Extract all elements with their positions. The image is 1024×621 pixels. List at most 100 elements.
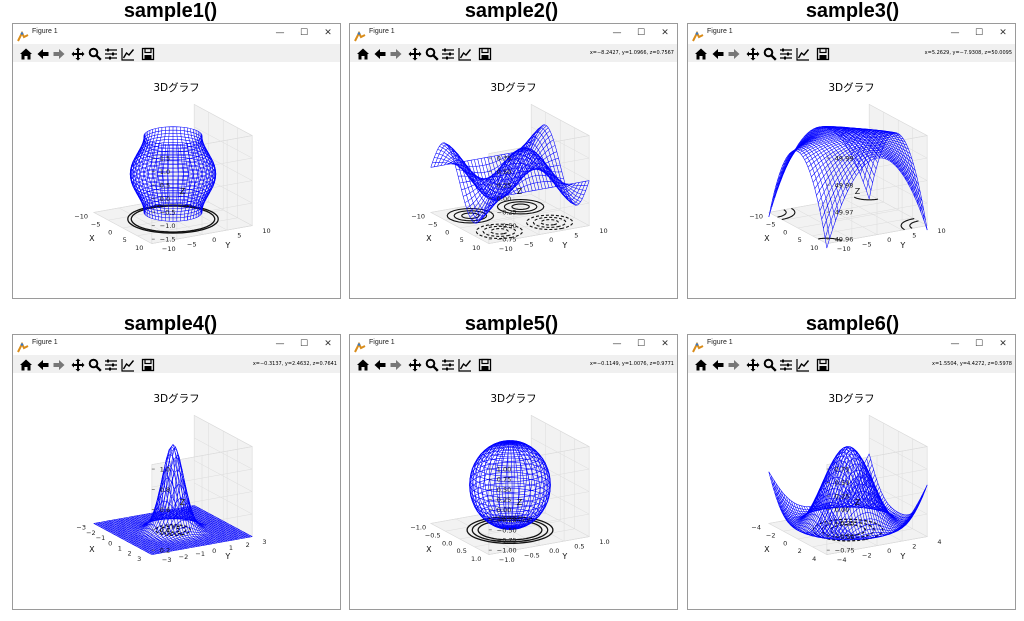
configure-icon[interactable] xyxy=(779,357,793,371)
wire-line xyxy=(827,126,887,160)
pan-icon[interactable] xyxy=(746,46,760,61)
minimize-button[interactable]: — xyxy=(275,339,285,349)
back-icon[interactable] xyxy=(36,357,50,371)
back-icon[interactable] xyxy=(36,46,50,60)
forward-icon[interactable] xyxy=(52,46,66,60)
minimize-button[interactable]: — xyxy=(612,28,622,38)
close-button[interactable]: ✕ xyxy=(999,339,1007,349)
zoom-icon[interactable] xyxy=(88,46,102,61)
home-icon[interactable] xyxy=(356,46,370,60)
grid-line xyxy=(194,135,253,227)
zoom-icon[interactable] xyxy=(425,357,439,372)
forward-icon[interactable] xyxy=(52,357,66,371)
save-icon[interactable] xyxy=(816,46,830,61)
y-tick-label: 5 xyxy=(912,231,916,239)
pan-icon[interactable] xyxy=(71,357,85,372)
figure-window: Figure 1 — ☐ ✕ x=−0.1149, y=1.0076, z=0.9771… xyxy=(349,334,678,610)
configure-icon[interactable] xyxy=(104,357,118,371)
forward-icon[interactable] xyxy=(727,46,741,60)
wire-line xyxy=(118,518,178,551)
maximize-button[interactable]: ☐ xyxy=(299,339,309,349)
zoom-icon[interactable] xyxy=(763,357,777,372)
save-icon[interactable] xyxy=(141,46,155,61)
configure-icon[interactable] xyxy=(779,46,793,60)
edit-axis-icon[interactable] xyxy=(796,46,810,61)
close-button[interactable]: ✕ xyxy=(324,28,332,38)
wire-line xyxy=(176,508,235,541)
edit-axis-icon[interactable] xyxy=(121,357,135,372)
plot-3d[interactable]: −4 −2 0 2 4 4 2 0 −2 −4 0.75 0.50 0.25 0.00 −0.25 −0.50… xyxy=(688,335,1015,609)
plot-3d[interactable]: −10−505101050−5−1049.9949.9849.9749.96XY… xyxy=(688,24,1015,298)
wire-line xyxy=(851,484,910,529)
back-icon[interactable] xyxy=(711,357,725,371)
zoom-icon[interactable] xyxy=(88,357,102,372)
forward-icon[interactable] xyxy=(727,357,741,371)
x-tick-label: −2 xyxy=(766,531,776,539)
minimize-button[interactable]: — xyxy=(950,28,960,38)
save-icon[interactable] xyxy=(141,357,155,372)
pan-icon[interactable] xyxy=(408,46,422,61)
home-icon[interactable] xyxy=(19,46,33,60)
x-tick-label: 2 xyxy=(127,550,131,558)
plot-3d[interactable]: −10−505101050−5−101.51.00.50.0−0.5−1.0−1… xyxy=(13,24,340,298)
edit-axis-icon[interactable] xyxy=(796,357,810,372)
window-titlebar[interactable]: Figure 1 — ☐ ✕ xyxy=(350,335,677,355)
save-icon[interactable] xyxy=(478,46,492,61)
wire-line xyxy=(471,457,549,482)
y-tick-label: 1 xyxy=(229,544,233,552)
forward-icon[interactable] xyxy=(389,46,403,60)
home-icon[interactable] xyxy=(356,357,370,371)
wire-line xyxy=(132,150,214,177)
configure-icon[interactable] xyxy=(104,46,118,60)
close-button[interactable]: ✕ xyxy=(661,339,669,349)
back-icon[interactable] xyxy=(373,46,387,60)
edit-axis-icon[interactable] xyxy=(458,357,472,372)
maximize-button[interactable]: ☐ xyxy=(299,28,309,38)
edit-axis-icon[interactable] xyxy=(121,46,135,61)
home-icon[interactable] xyxy=(19,357,33,371)
back-icon[interactable] xyxy=(711,46,725,60)
configure-icon[interactable] xyxy=(441,46,455,60)
pan-icon[interactable] xyxy=(746,357,760,372)
window-titlebar[interactable]: Figure 1 — ☐ ✕ xyxy=(13,335,340,355)
window-titlebar[interactable]: Figure 1 — ☐ ✕ xyxy=(688,335,1015,355)
x-tick-label: 0 xyxy=(445,228,449,236)
x-tick-label: 0 xyxy=(108,228,112,236)
back-icon[interactable] xyxy=(373,357,387,371)
window-titlebar[interactable]: Figure 1 — ☐ ✕ xyxy=(13,24,340,44)
wire-line xyxy=(148,454,208,545)
minimize-button[interactable]: — xyxy=(612,339,622,349)
close-button[interactable]: ✕ xyxy=(999,28,1007,38)
tick-labels: −10−505101050−5−1049.9949.9849.9749.96XY… xyxy=(749,155,945,253)
wire-line xyxy=(482,508,538,526)
save-icon[interactable] xyxy=(816,357,830,372)
wire-line xyxy=(181,507,240,540)
forward-icon[interactable] xyxy=(389,357,403,371)
maximize-button[interactable]: ☐ xyxy=(636,28,646,38)
minimize-button[interactable]: — xyxy=(275,28,285,38)
window-titlebar[interactable]: Figure 1 — ☐ ✕ xyxy=(350,24,677,44)
pan-icon[interactable] xyxy=(408,357,422,372)
minimize-button[interactable]: — xyxy=(950,339,960,349)
close-button[interactable]: ✕ xyxy=(324,339,332,349)
zoom-icon[interactable] xyxy=(763,46,777,61)
maximize-button[interactable]: ☐ xyxy=(974,28,984,38)
pan-icon[interactable] xyxy=(71,46,85,61)
navigation-toolbar: x=−0.3137, y=2.4632, z=0.7641 xyxy=(13,355,340,373)
figure-window: Figure 1 — ☐ ✕ x=1.5504, y=4.4272, z=0.5978 3… xyxy=(687,334,1016,610)
save-icon[interactable] xyxy=(478,357,492,372)
maximize-button[interactable]: ☐ xyxy=(636,339,646,349)
configure-icon[interactable] xyxy=(441,357,455,371)
edit-axis-icon[interactable] xyxy=(458,46,472,61)
home-icon[interactable] xyxy=(694,46,708,60)
close-button[interactable]: ✕ xyxy=(661,28,669,38)
wire-line xyxy=(816,447,875,539)
window-titlebar[interactable]: Figure 1 — ☐ ✕ xyxy=(688,24,1015,44)
plot-3d[interactable]: −10−505101050−5−100.750.500.250.00−0.25−… xyxy=(350,24,677,298)
maximize-button[interactable]: ☐ xyxy=(974,339,984,349)
home-icon[interactable] xyxy=(694,357,708,371)
plot-3d[interactable]: −1.0−0.50.00.51.01.00.50.0−0.5−1.01.000.… xyxy=(350,335,677,609)
window-title: Figure 1 xyxy=(707,28,733,35)
zoom-icon[interactable] xyxy=(425,46,439,61)
